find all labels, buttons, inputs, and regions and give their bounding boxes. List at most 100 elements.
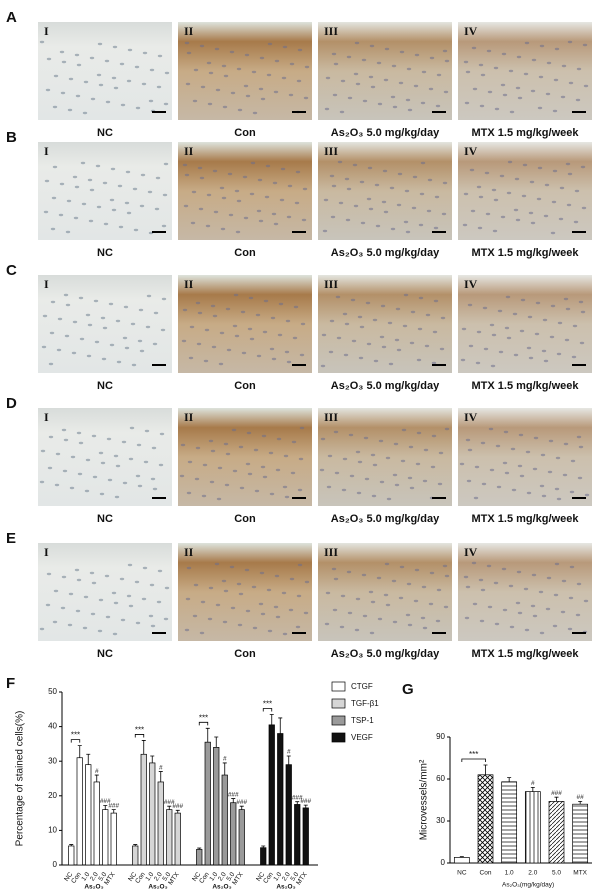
bar	[157, 781, 164, 866]
cell-nucleus	[46, 57, 52, 61]
group-label: As₂O₃	[148, 884, 167, 891]
cell-nucleus	[298, 457, 304, 461]
cell-nucleus	[515, 86, 521, 90]
cell-nucleus	[501, 52, 507, 56]
cell-nucleus	[109, 343, 115, 347]
cell-nucleus	[297, 48, 303, 52]
micrograph	[38, 22, 172, 120]
error-bar	[94, 774, 99, 782]
cell-nucleus	[72, 175, 78, 179]
cell-nucleus	[479, 104, 485, 108]
cell-nucleus	[463, 575, 469, 579]
cell-nucleus	[150, 477, 156, 481]
panel-numeral: III	[324, 144, 338, 158]
cell-nucleus	[55, 452, 61, 456]
cell-nucleus	[258, 87, 264, 91]
cell-nucleus	[210, 449, 216, 453]
cell-nucleus	[235, 230, 241, 234]
cell-nucleus	[425, 313, 431, 317]
cell-nucleus	[467, 303, 473, 307]
cell-nucleus	[439, 347, 445, 351]
cell-nucleus	[402, 324, 408, 328]
cell-nucleus	[137, 484, 143, 488]
cell-nucleus	[98, 451, 104, 455]
cell-nucleus	[242, 175, 248, 179]
cell-nucleus	[193, 583, 199, 587]
cell-nucleus	[543, 359, 549, 363]
cell-nucleus	[280, 167, 286, 171]
y-tick-label: 50	[48, 687, 57, 696]
cell-nucleus	[464, 101, 470, 105]
cell-nucleus	[163, 617, 169, 621]
cell-nucleus	[469, 168, 475, 172]
cell-nucleus	[273, 90, 279, 94]
cell-nucleus	[551, 200, 557, 204]
cell-nucleus	[212, 169, 218, 173]
panel-numeral: I	[44, 144, 49, 158]
cell-nucleus	[300, 322, 306, 326]
cell-nucleus	[579, 341, 585, 345]
cell-nucleus	[522, 163, 528, 167]
cell-nucleus	[121, 440, 127, 444]
micrograph	[318, 275, 452, 373]
cell-nucleus	[489, 468, 495, 472]
cell-nucleus	[515, 601, 521, 605]
cell-nucleus	[481, 482, 487, 486]
cell-nucleus	[437, 482, 443, 486]
cell-nucleus	[299, 353, 305, 357]
cell-nucleus	[281, 76, 287, 80]
cell-nucleus	[526, 491, 532, 495]
cell-nucleus	[282, 632, 288, 636]
error-bar	[69, 844, 74, 846]
cell-nucleus	[331, 567, 337, 571]
cell-nucleus	[408, 445, 414, 449]
cell-nucleus	[87, 178, 93, 182]
cell-nucleus	[392, 473, 398, 477]
bar	[166, 809, 173, 866]
cell-nucleus	[180, 443, 186, 447]
panel-numeral: I	[44, 410, 49, 424]
cell-nucleus	[381, 200, 387, 204]
cell-nucleus	[58, 213, 64, 217]
cell-nucleus	[560, 95, 566, 99]
bar	[260, 847, 267, 866]
cell-nucleus	[185, 82, 191, 86]
cell-nucleus	[89, 571, 95, 575]
cell-nucleus	[234, 334, 240, 338]
cell-nucleus	[257, 178, 263, 182]
cell-nucleus	[44, 179, 50, 183]
cell-nucleus	[232, 469, 238, 473]
bar	[110, 812, 117, 866]
bar	[102, 809, 109, 866]
cell-nucleus	[429, 56, 435, 60]
cell-nucleus	[90, 97, 96, 101]
cell-nucleus	[189, 325, 195, 329]
cell-nucleus	[212, 314, 218, 318]
panel-letter: D	[6, 395, 17, 412]
cell-nucleus	[56, 348, 62, 352]
cell-nucleus	[563, 297, 569, 301]
cell-nucleus	[553, 78, 559, 82]
cell-nucleus	[354, 41, 360, 45]
cell-nucleus	[573, 220, 579, 224]
cell-nucleus	[444, 59, 450, 63]
cell-nucleus	[489, 323, 495, 327]
cell-nucleus	[223, 442, 229, 446]
cell-nucleus	[52, 620, 58, 624]
cell-nucleus	[229, 50, 235, 54]
cell-nucleus	[127, 48, 133, 52]
cell-nucleus	[112, 632, 118, 636]
cell-nucleus	[255, 313, 261, 317]
cell-nucleus	[403, 220, 409, 224]
panel-caption: As₂O₃ 5.0 mg/kg/day	[331, 127, 440, 139]
cell-nucleus	[143, 460, 149, 464]
cell-nucleus	[241, 351, 247, 355]
cell-nucleus	[384, 562, 390, 566]
cell-nucleus	[223, 74, 229, 78]
cell-nucleus	[539, 484, 545, 488]
cell-nucleus	[45, 603, 51, 607]
cell-nucleus	[59, 182, 65, 186]
cell-nucleus	[108, 302, 114, 306]
cell-nucleus	[268, 451, 274, 455]
cell-nucleus	[74, 185, 80, 189]
